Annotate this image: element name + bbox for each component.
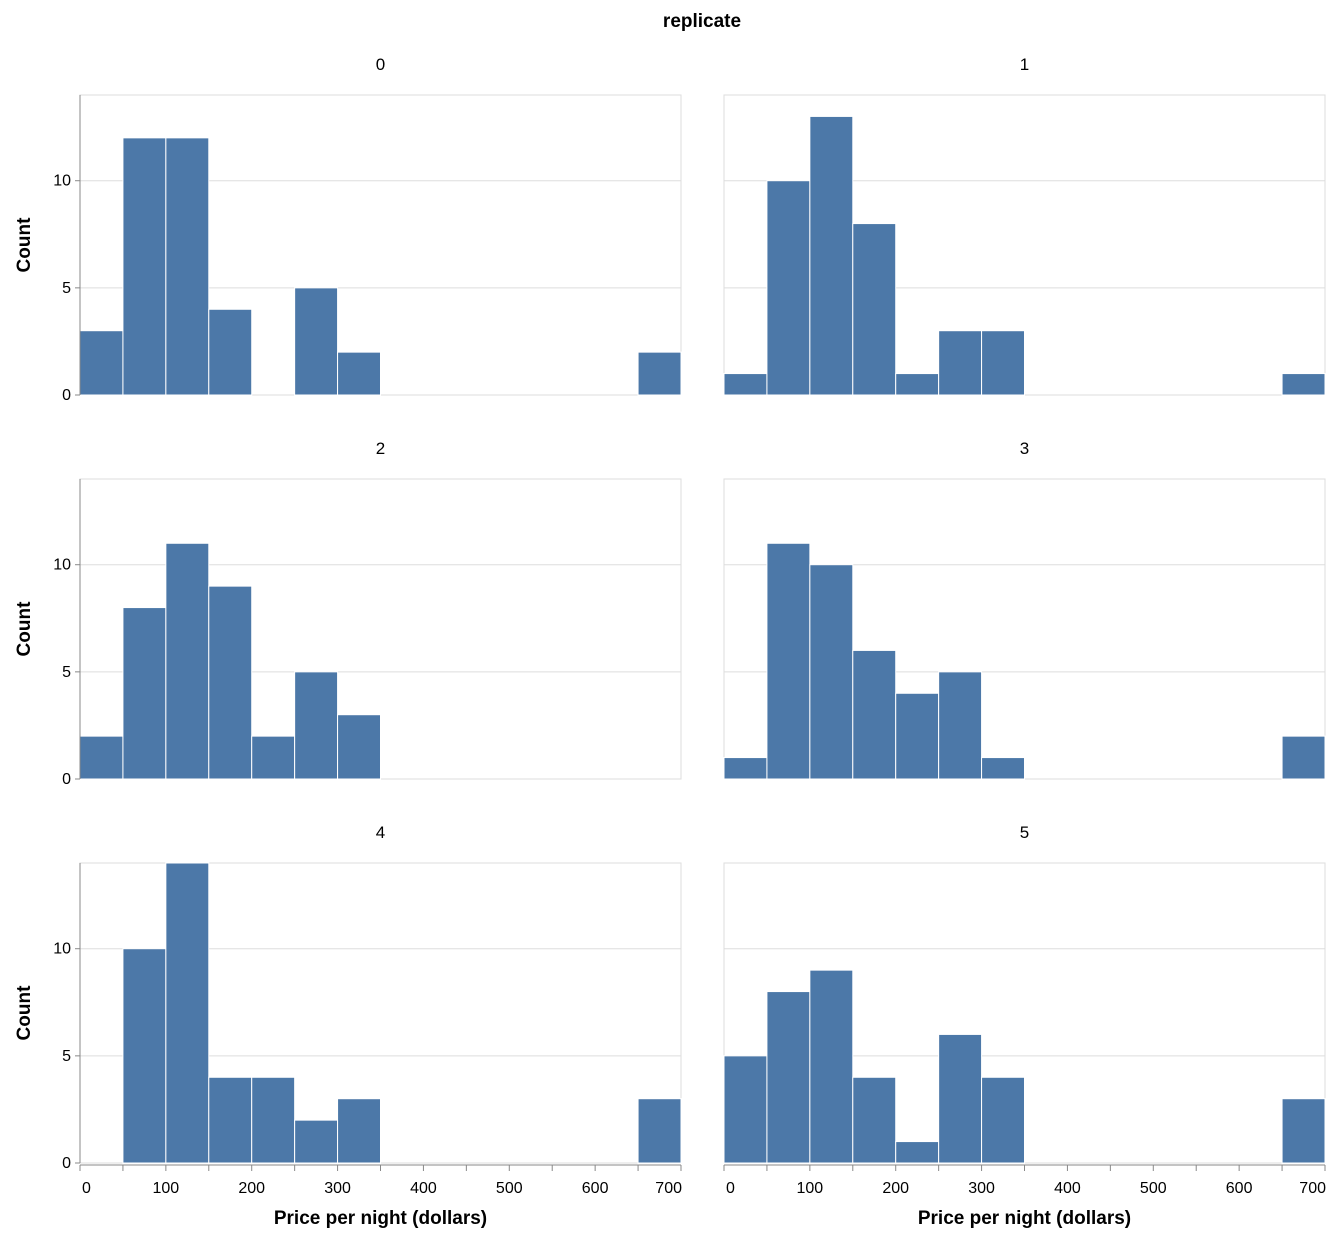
histogram-bar (766, 180, 811, 396)
y-tick-label: 0 (62, 387, 71, 404)
histogram-bar (165, 137, 210, 396)
histogram-bar (895, 1141, 940, 1164)
histogram-bar (766, 991, 811, 1164)
histogram-bar (79, 735, 124, 780)
histogram-bar (337, 351, 382, 396)
histogram-bar (165, 862, 210, 1164)
histogram-bar (208, 1076, 253, 1164)
x-tick-label: 700 (1299, 1180, 1326, 1197)
histogram-bar (122, 137, 167, 396)
histogram-bar (122, 607, 167, 780)
y-axis-title: Count (14, 217, 35, 273)
x-tick-label: 400 (410, 1180, 437, 1197)
facet-panel-1: 1 (723, 55, 1326, 396)
x-tick-label: 200 (238, 1180, 265, 1197)
x-tick-label: 500 (1140, 1180, 1167, 1197)
y-tick-label: 5 (62, 1048, 71, 1065)
y-tick-label: 5 (62, 280, 71, 297)
y-tick-label: 5 (62, 664, 71, 681)
facet-panel-label: 5 (1020, 823, 1029, 842)
histogram-bar (208, 585, 253, 780)
histogram-bar (809, 969, 854, 1164)
histogram-bar (337, 1098, 382, 1164)
x-axis-title: Price per night (dollars) (918, 1208, 1131, 1229)
x-tick-label: 600 (582, 1180, 609, 1197)
x-tick-label: 100 (797, 1180, 824, 1197)
histogram-bar (637, 351, 682, 396)
histogram-bar (938, 671, 983, 780)
x-tick-label: 500 (496, 1180, 523, 1197)
histogram-bar (294, 671, 339, 780)
histogram-bar (981, 1076, 1025, 1164)
histogram-bar (852, 1076, 897, 1164)
x-tick-label: 100 (153, 1180, 180, 1197)
y-axis-title: Count (14, 601, 35, 657)
histogram-bar (337, 714, 382, 780)
y-tick-label: 10 (53, 557, 71, 574)
y-axis-title: Count (14, 985, 35, 1041)
histogram-bar (1281, 1098, 1326, 1164)
histogram-bar (895, 692, 940, 780)
facet-panel-label: 1 (1020, 55, 1029, 74)
x-tick-label: 200 (882, 1180, 909, 1197)
histogram-bar (294, 287, 339, 396)
histogram-bar (852, 649, 897, 780)
y-tick-label: 0 (62, 771, 71, 788)
x-axis-title: Price per night (dollars) (274, 1208, 487, 1229)
x-tick-label: 300 (324, 1180, 351, 1197)
facet-panel-label: 0 (376, 55, 385, 74)
histogram-bar (981, 757, 1025, 780)
y-tick-label: 10 (53, 173, 71, 190)
facet-panel-label: 3 (1020, 439, 1029, 458)
x-tick-label: 400 (1054, 1180, 1081, 1197)
facet-panel-label: 2 (376, 439, 385, 458)
histogram-bar (723, 757, 768, 780)
histogram-bar (809, 115, 854, 396)
histogram-bar (165, 542, 210, 780)
histogram-bar (809, 564, 854, 780)
histogram-bar (1281, 735, 1326, 780)
x-tick-label: 700 (655, 1180, 682, 1197)
histogram-bar (723, 373, 768, 396)
histogram-bar (981, 330, 1025, 396)
histogram-bar (852, 223, 897, 396)
x-tick-label: 300 (968, 1180, 995, 1197)
histogram-bar (766, 542, 811, 780)
histogram-bar (79, 330, 124, 396)
y-tick-label: 10 (53, 941, 71, 958)
facet-panel-3: 3 (723, 439, 1326, 780)
facet-panel-2: 2 0 5 10 Count (14, 439, 682, 788)
x-tick-label: 600 (1226, 1180, 1253, 1197)
x-tick-label: 0 (726, 1180, 735, 1197)
facet-title: replicate (663, 11, 741, 32)
histogram-bar (637, 1098, 682, 1164)
histogram-bar (1281, 373, 1326, 396)
histogram-bar (294, 1119, 339, 1164)
histogram-bar (251, 1076, 296, 1164)
histogram-bar (938, 330, 983, 396)
histogram-bar (208, 308, 253, 396)
x-tick-label: 0 (82, 1180, 91, 1197)
facet-panel-4: 4 0 5 10 Count 0 100 200 300 400 500 600 700 Price pe… (14, 823, 682, 1229)
y-tick-label: 0 (62, 1155, 71, 1172)
facet-panel-0: 0 0 5 10 Count (14, 55, 682, 404)
facet-panel-label: 4 (376, 823, 385, 842)
histogram-bar (895, 373, 940, 396)
histogram-bar (122, 948, 167, 1164)
facet-panel-5: 5 0 100 200 300 400 500 600 700 Price per night (… (723, 823, 1326, 1229)
histogram-bar (723, 1055, 768, 1164)
histogram-bar (938, 1033, 983, 1164)
histogram-bar (251, 735, 296, 780)
